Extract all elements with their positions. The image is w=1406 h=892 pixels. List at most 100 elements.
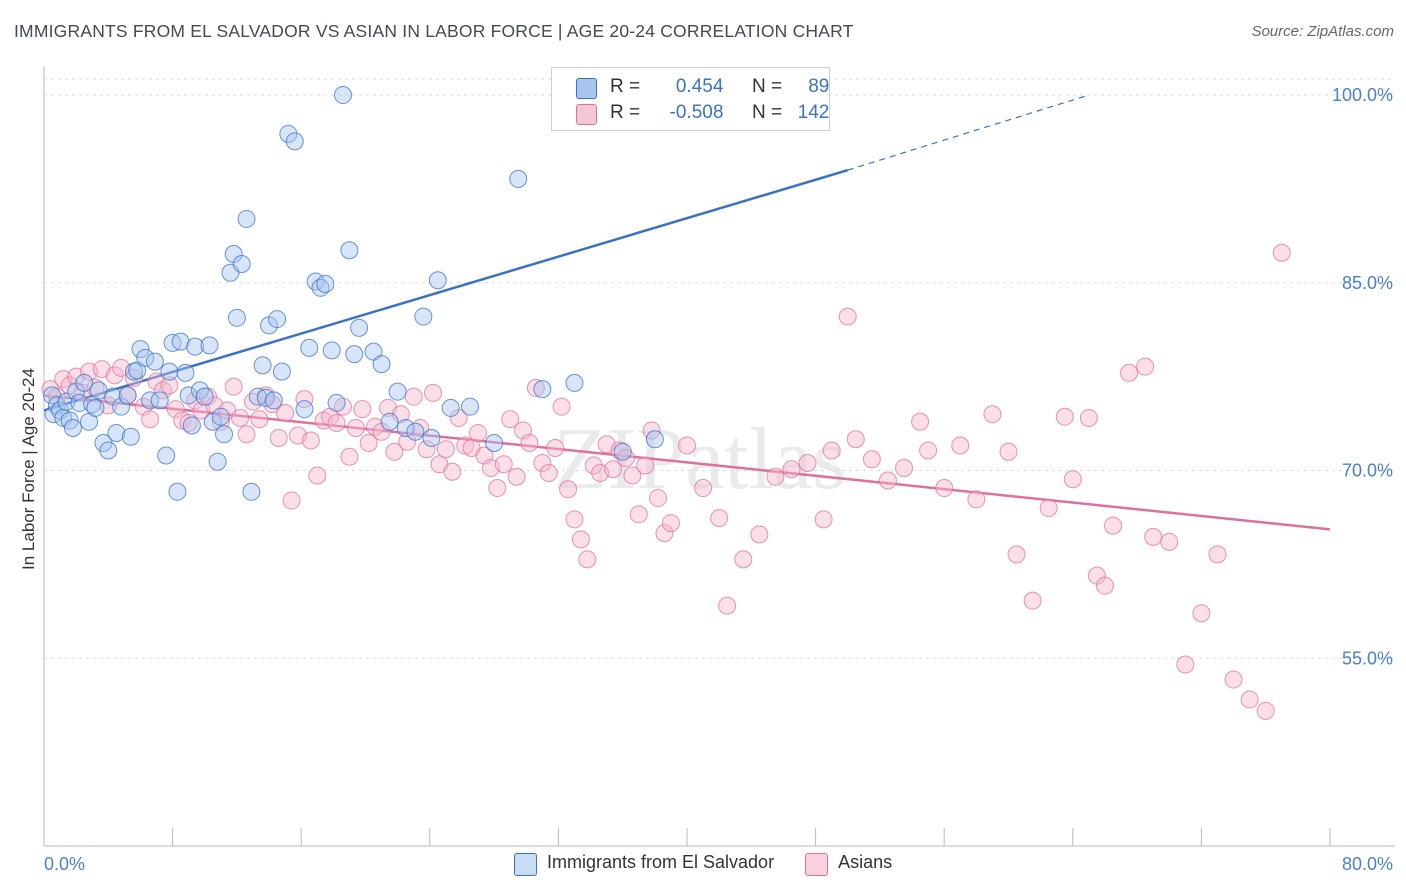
data-point-pink [250,410,269,429]
data-point-blue [333,86,352,105]
x-tick-label: 0.0% [44,854,85,874]
data-point-blue [150,391,169,410]
y-tick-label: 85.0% [1342,273,1393,293]
data-point-pink [878,471,897,490]
r-value: -0.508 [669,102,724,123]
data-point-pink [649,489,668,508]
data-point-pink [269,428,288,447]
data-point-pink [1103,516,1122,535]
data-point-blue [285,132,304,151]
data-point-pink [623,466,642,485]
data-point-pink [734,550,753,569]
data-point-blue [145,352,164,371]
data-point-pink [782,460,801,479]
data-point-pink [862,450,881,469]
data-point-blue [380,412,399,431]
data-point-pink [1144,527,1163,546]
data-point-pink [895,459,914,478]
gridlines [44,78,1395,659]
data-point-blue [322,341,341,360]
data-point-pink [179,413,198,432]
data-point-blue [422,428,441,447]
trend-line-extension [847,94,1090,171]
legend-item-el-salvador: Immigrants from El Salvador [514,852,774,876]
data-point-blue [237,209,256,228]
r-value: 0.454 [675,76,724,97]
data-point-pink [359,433,378,452]
data-point-pink [501,410,520,429]
data-point-pink [417,440,436,459]
legend-swatch-blue [576,78,597,99]
data-point-pink [1224,670,1243,689]
data-point-pink [846,430,865,449]
legend-swatch-blue [514,853,537,876]
data-point-pink [919,441,938,460]
data-point-blue [300,338,319,357]
data-point-blue [75,373,94,392]
data-point-pink [141,410,160,429]
data-point-pink [404,387,423,406]
data-point-blue [208,452,227,471]
data-point-pink [327,413,346,432]
data-point-blue [190,381,209,400]
data-point-blue [211,407,230,426]
data-point-pink [1272,243,1291,262]
data-point-blue [176,363,195,382]
data-point-pink [999,442,1018,461]
data-point-blue [327,393,346,412]
data-point-blue [295,400,314,419]
data-point-blue [414,307,433,326]
series-legend: Immigrants from El Salvador Asians [514,852,918,878]
n-label: N = [751,102,783,123]
data-point-blue [613,442,632,461]
data-point-blue [200,336,219,355]
data-point-pink [1192,604,1211,623]
data-point-blue [86,398,105,417]
tick-labels: 100.0% 85.0% 70.0% 55.0% 0.0% 80.0% [44,85,1393,874]
data-point-pink [295,390,314,409]
data-point-blue [441,398,460,417]
data-point-blue [242,482,261,501]
data-point-blue [157,446,176,465]
data-point-pink [231,408,250,427]
data-point-pink [559,480,578,499]
data-points [41,86,1291,720]
data-point-blue [179,386,198,405]
data-point-blue [340,241,359,260]
data-point-pink [301,431,320,450]
data-point-blue [141,391,160,410]
data-point-pink [1023,591,1042,610]
n-value: 142 [797,102,830,123]
y-tick-label: 70.0% [1342,461,1393,481]
data-point-pink [578,550,597,569]
data-point-pink [967,490,986,509]
data-point-blue [345,345,364,364]
data-point-pink [1256,701,1275,720]
data-point-blue [227,308,246,327]
data-point-pink [308,466,327,485]
data-point-pink [1120,363,1139,382]
data-point-pink [1039,499,1058,518]
data-point-pink [604,460,623,479]
data-point-pink [838,307,857,326]
data-point-pink [1095,576,1114,595]
data-point-pink [636,456,655,475]
x-tick-label: 80.0% [1342,854,1393,874]
data-point-pink [766,467,785,486]
y-tick-label: 55.0% [1342,648,1393,668]
data-point-pink [526,378,545,397]
data-point-pink [160,376,179,395]
data-point-pink [750,525,769,544]
data-point-blue [264,391,283,410]
data-point-pink [424,383,443,402]
data-point-blue [70,393,89,412]
n-value: 89 [808,76,830,97]
data-point-pink [814,510,833,529]
data-point-pink [237,425,256,444]
data-point-pink [1176,655,1195,674]
data-point-blue [107,423,126,442]
data-point-pink [443,462,462,481]
data-point-blue [182,416,201,435]
data-point-pink [224,377,243,396]
